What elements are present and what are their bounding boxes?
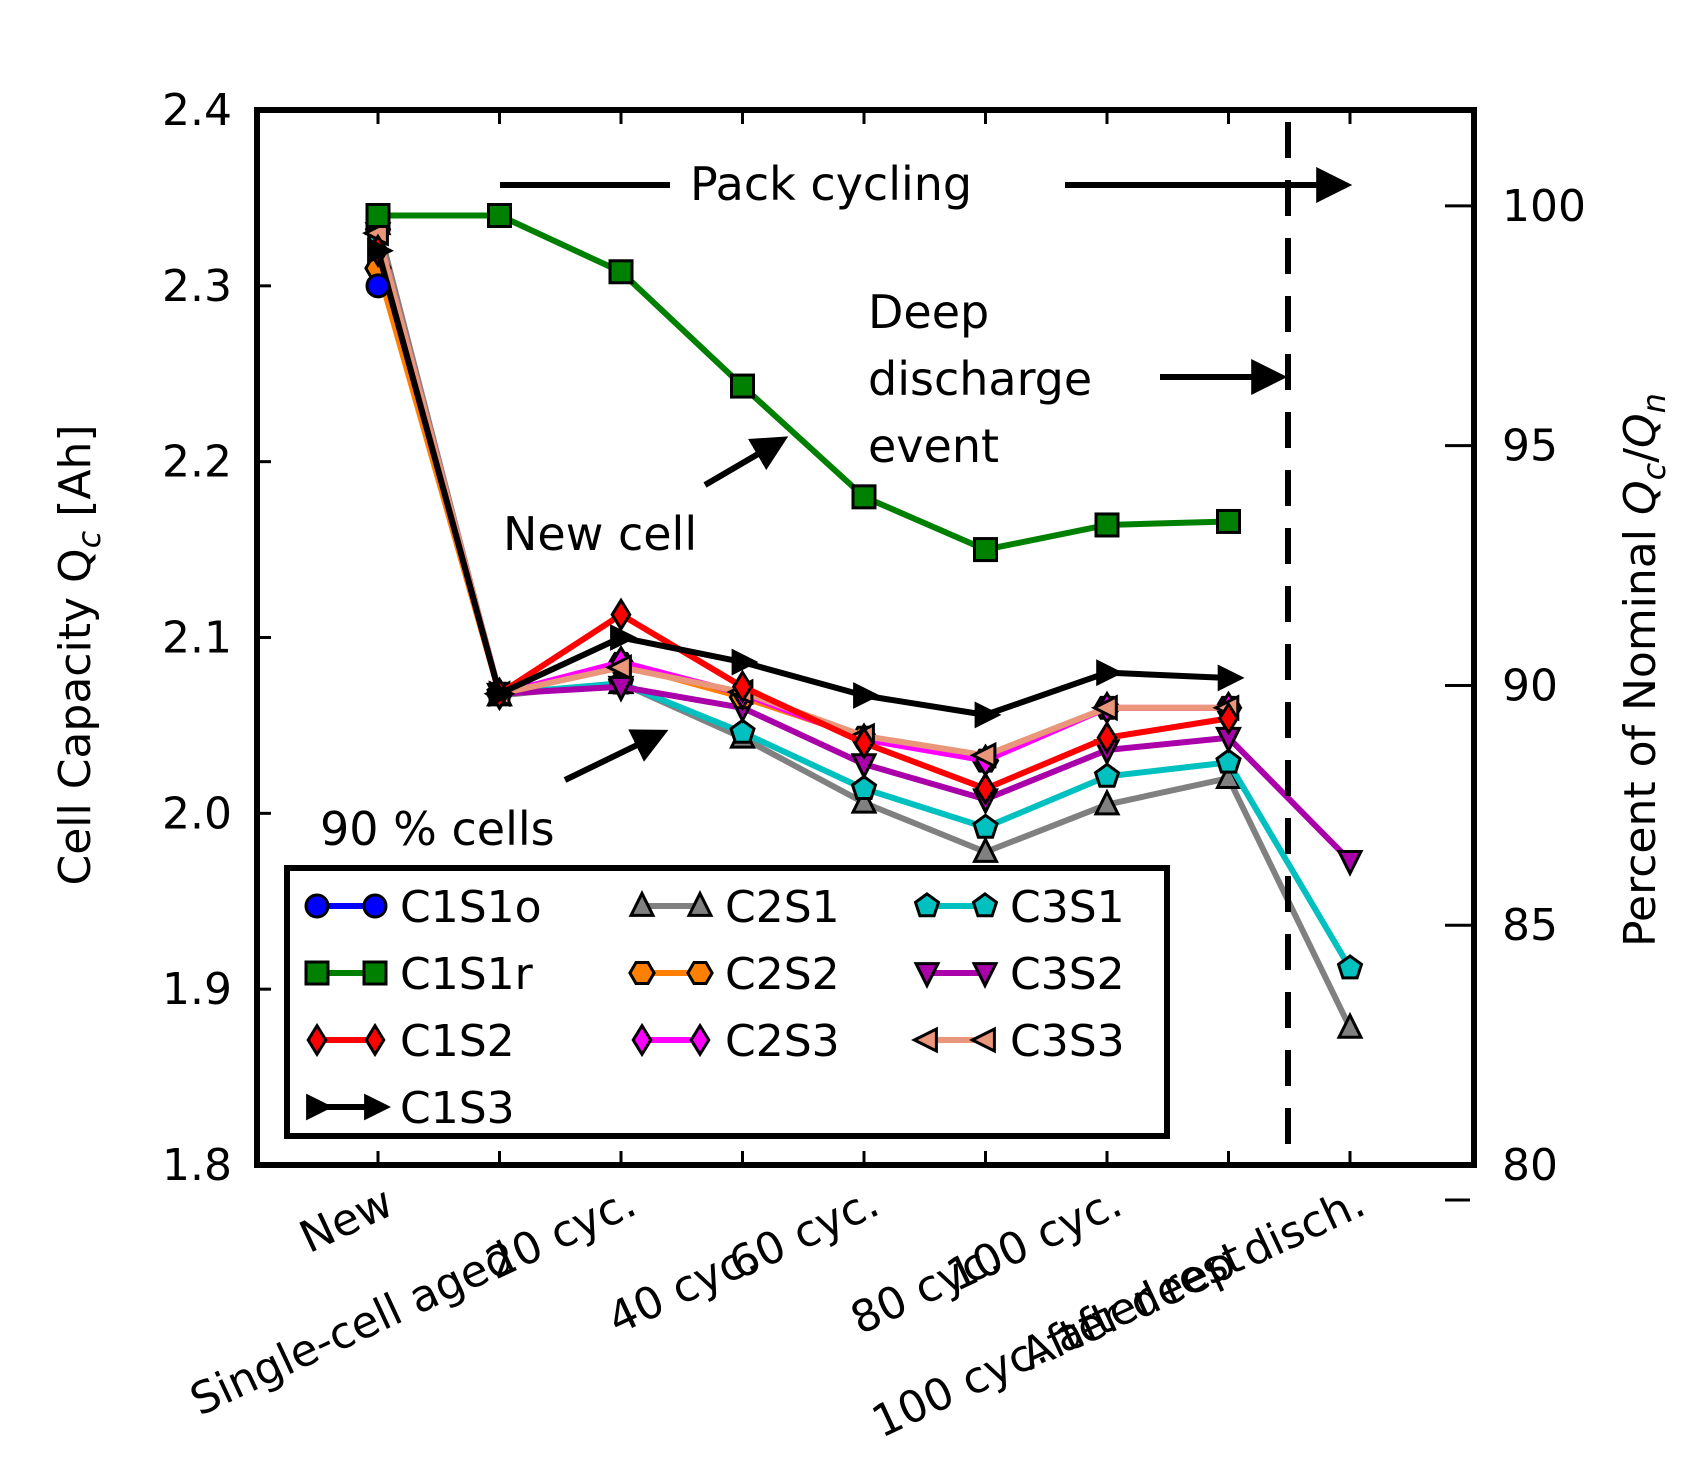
ninety-cells-arrow <box>565 733 662 780</box>
legend-marker-C2S2-1 <box>688 963 712 984</box>
point-C1S1r-4 <box>853 486 875 508</box>
new-cell-arrow <box>705 440 782 485</box>
y-axis-left-label-unit: [Ah] <box>50 424 101 530</box>
y-axis-right-label-sub1: c <box>1635 462 1673 480</box>
y-axis-right-label-q2: Q <box>1615 413 1666 448</box>
legend-label-C2S2: C2S2 <box>725 949 840 1000</box>
y-left-tick-label-1.8: 1.8 <box>162 1140 232 1191</box>
series-C1S1o <box>367 275 389 297</box>
legend-label-C1S1r: C1S1r <box>400 949 534 1000</box>
point-C1S3-7 <box>1219 667 1241 689</box>
legend-label-C2S1: C2S1 <box>725 882 840 933</box>
y-right-tick-label-95: 95 <box>1502 421 1558 472</box>
point-C1S1r-5 <box>975 539 997 561</box>
y-axis-right-label-sub2: n <box>1635 393 1673 413</box>
point-C1S2-2 <box>612 600 630 629</box>
capacity-chart: 1.8 1.9 2.0 2.1 2.2 2.3 2.4 80 85 90 95 100 NewSingl… <box>0 0 1691 1484</box>
point-C1S3-6 <box>1098 662 1120 684</box>
series-line-C1S3 <box>378 251 1229 715</box>
pack-cycling-label: Pack cycling <box>690 157 972 211</box>
legend-marker-C1S1o-1 <box>364 895 386 917</box>
deep-discharge-line2: discharge <box>868 352 1092 406</box>
y-axis-left-label: Cell Capacity Qc [Ah] <box>50 424 108 885</box>
y-left-tick-label-2.2: 2.2 <box>162 437 232 488</box>
point-C1S3-4 <box>855 685 877 707</box>
series-line-C3S1 <box>378 233 1350 968</box>
point-C1S1r-0 <box>367 205 389 227</box>
series-C1S1r <box>367 205 1240 561</box>
y-right-tick-label-100: 100 <box>1502 181 1586 232</box>
legend-label-C3S2: C3S2 <box>1010 949 1125 1000</box>
y-right-tick-label-80: 80 <box>1502 1140 1558 1191</box>
point-C3S1-6 <box>1096 764 1119 786</box>
x-tick-label-0: New <box>292 1177 401 1264</box>
legend: C1S1o C1S1r C1S2 C1S3 C2S1 C2S2 C2S3 C3S1 C3S2 C3… <box>287 868 1167 1136</box>
y-right-tick-label-90: 90 <box>1502 660 1558 711</box>
point-C1S1r-6 <box>1096 514 1118 536</box>
legend-marker-C1S1o-0 <box>306 895 328 917</box>
legend-label-C1S1o: C1S1o <box>400 882 542 933</box>
ninety-cells-label: 90 % cells <box>320 802 555 856</box>
y-left-tick-label-1.9: 1.9 <box>162 964 232 1015</box>
x-tick-label-2: 20 cyc. <box>479 1177 644 1290</box>
point-C3S1-5 <box>974 815 997 837</box>
point-C1S3-3 <box>733 651 755 673</box>
point-C1S1r-3 <box>732 375 754 397</box>
y-left-tick-label-2.4: 2.4 <box>162 85 232 136</box>
legend-label-C3S1: C3S1 <box>1010 882 1125 933</box>
legend-marker-C1S1r-0 <box>306 962 328 984</box>
series-line-C1S1r <box>378 216 1229 550</box>
series-C3S1 <box>367 221 1362 978</box>
x-tick-label-1: Single-cell aged <box>183 1232 522 1426</box>
series-C1S3 <box>369 240 1242 726</box>
y-right-tick-label-85: 85 <box>1502 900 1558 951</box>
point-C1S1r-1 <box>489 205 511 227</box>
y-axis-right-label-prefix: Percent of Nominal <box>1615 515 1666 947</box>
legend-label-C3S3: C3S3 <box>1010 1016 1125 1067</box>
point-C3S2-8 <box>1339 852 1361 874</box>
y-left-tick-label-2.0: 2.0 <box>162 788 232 839</box>
legend-marker-C2S2-0 <box>630 963 654 984</box>
new-cell-label: New cell <box>503 507 697 561</box>
y-axis-right-label-q1: Q <box>1615 480 1666 515</box>
y-axis-left-label-subscript: c <box>70 530 108 548</box>
point-C1S1o-0 <box>367 275 389 297</box>
point-C1S1r-7 <box>1218 510 1240 532</box>
y-axis-right-label: Percent of Nominal Qc/Qn <box>1615 393 1673 947</box>
deep-discharge-line1: Deep <box>868 285 989 339</box>
x-tick-label-4: 60 cyc. <box>722 1177 887 1290</box>
legend-label-C1S3: C1S3 <box>400 1083 515 1134</box>
legend-marker-C1S1r-1 <box>364 962 386 984</box>
point-C1S1r-2 <box>610 261 632 283</box>
deep-discharge-line3: event <box>868 419 999 473</box>
point-C1S3-2 <box>612 627 634 649</box>
y-axis-right-label-sep: / <box>1615 448 1666 463</box>
y-axis-left-label-main: Cell Capacity Q <box>50 548 101 885</box>
y-left-tick-label-2.3: 2.3 <box>162 261 232 312</box>
legend-label-C1S2: C1S2 <box>400 1016 515 1067</box>
point-C1S3-5 <box>976 704 998 726</box>
x-tick-label-6: 100 cyc. <box>939 1177 1129 1302</box>
legend-label-C2S3: C2S3 <box>725 1016 840 1067</box>
y-left-tick-label-2.1: 2.1 <box>162 613 232 664</box>
